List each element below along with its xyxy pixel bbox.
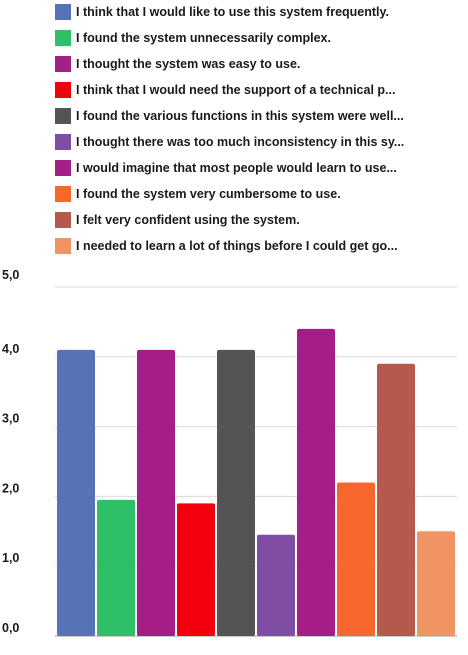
bar-1[interactable] xyxy=(57,350,95,636)
y-axis-ticks: 0,0 1,0 2,0 3,0 4,0 5,0 xyxy=(2,268,19,635)
bar-8[interactable] xyxy=(337,482,375,636)
bar-9[interactable] xyxy=(377,364,415,636)
bar-5[interactable] xyxy=(217,350,255,636)
bar-6[interactable] xyxy=(257,535,295,636)
y-tick-label: 1,0 xyxy=(2,551,19,565)
y-tick-label: 2,0 xyxy=(2,481,19,495)
y-tick-label: 0,0 xyxy=(2,621,19,635)
bar-4[interactable] xyxy=(177,503,215,636)
bar-7[interactable] xyxy=(297,329,335,636)
y-tick-label: 3,0 xyxy=(2,412,19,426)
bar-2[interactable] xyxy=(97,500,135,636)
bar-3[interactable] xyxy=(137,350,175,636)
y-tick-label: 5,0 xyxy=(2,268,19,282)
bars xyxy=(57,329,455,636)
y-tick-label: 4,0 xyxy=(2,342,19,356)
bar-10[interactable] xyxy=(417,531,455,636)
